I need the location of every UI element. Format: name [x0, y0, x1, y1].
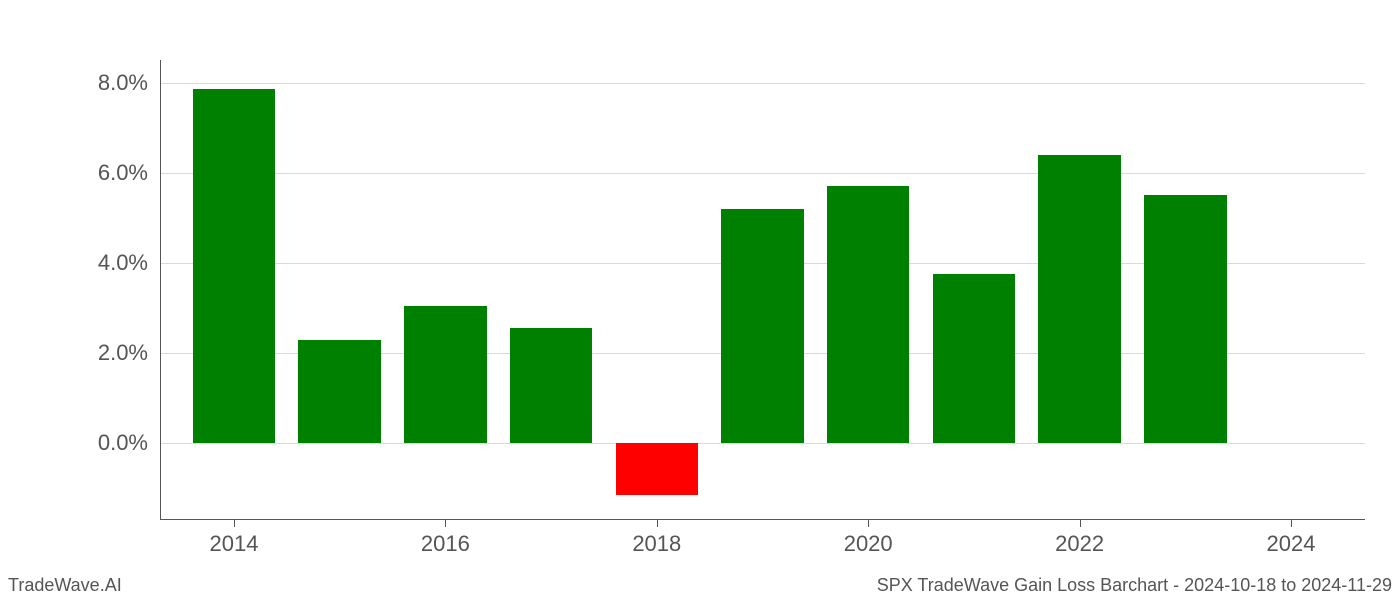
x-axis-spine — [160, 519, 1365, 520]
y-tick-label: 2.0% — [28, 340, 148, 366]
bar — [933, 274, 1015, 443]
footer-right-text: SPX TradeWave Gain Loss Barchart - 2024-… — [877, 575, 1392, 596]
bar — [827, 186, 909, 443]
bar — [510, 328, 592, 443]
bar — [1038, 155, 1120, 444]
x-tick-mark — [445, 520, 446, 527]
footer-left-text: TradeWave.AI — [8, 575, 122, 596]
x-tick-mark — [1080, 520, 1081, 527]
x-tick-mark — [657, 520, 658, 527]
x-tick-label: 2016 — [421, 531, 470, 557]
bar — [721, 209, 803, 444]
gridline — [160, 173, 1365, 174]
bar — [1144, 195, 1226, 443]
x-tick-label: 2022 — [1055, 531, 1104, 557]
y-tick-label: 8.0% — [28, 70, 148, 96]
y-axis-spine — [160, 60, 161, 520]
x-tick-label: 2020 — [844, 531, 893, 557]
bar — [298, 340, 380, 444]
x-tick-label: 2024 — [1267, 531, 1316, 557]
bar — [404, 306, 486, 444]
plot-area — [160, 60, 1365, 520]
chart-container: TradeWave.AI SPX TradeWave Gain Loss Bar… — [0, 0, 1400, 600]
x-tick-label: 2018 — [632, 531, 681, 557]
x-tick-mark — [1291, 520, 1292, 527]
bar — [193, 89, 275, 443]
x-tick-mark — [868, 520, 869, 527]
y-tick-label: 4.0% — [28, 250, 148, 276]
y-tick-label: 6.0% — [28, 160, 148, 186]
gridline — [160, 443, 1365, 444]
x-tick-label: 2014 — [210, 531, 259, 557]
gridline — [160, 83, 1365, 84]
bar — [616, 443, 698, 495]
x-tick-mark — [234, 520, 235, 527]
y-tick-label: 0.0% — [28, 430, 148, 456]
